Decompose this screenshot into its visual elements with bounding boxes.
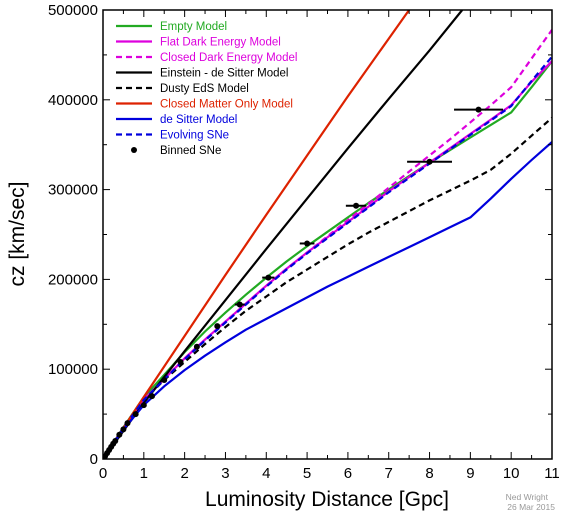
x-tick-label: 10 <box>503 465 520 482</box>
series-line-closed-matter-only-model <box>103 10 410 459</box>
binned-sne-point <box>140 402 147 409</box>
legend-label-de-sitter-model: de Sitter Model <box>160 114 237 126</box>
x-tick-label: 8 <box>425 465 433 482</box>
y-tick-label: 0 <box>90 451 98 468</box>
binned-sne-point <box>116 431 123 438</box>
legend-swatch-binned-sne <box>131 147 137 153</box>
binned-sne-point <box>426 158 433 165</box>
legend-label-flat-dark-energy-model: Flat Dark Energy Model <box>160 37 281 49</box>
x-tick-label: 11 <box>544 465 560 482</box>
binned-sne-point <box>236 301 243 308</box>
binned-sne-point <box>120 426 127 433</box>
binned-sne-point <box>193 343 200 350</box>
axes: 0 1 2 3 4 5 6 7 8 9 10 11 0 100000 200000 300000 400000 5… <box>48 2 560 482</box>
x-tick-label: 4 <box>262 465 270 482</box>
x-tick-label: 3 <box>221 465 229 482</box>
legend-label-evolving-sne: Evolving SNe <box>160 130 229 142</box>
x-tick-label: 6 <box>344 465 352 482</box>
binned-sne-point <box>132 411 139 418</box>
binned-sne-point <box>304 240 311 247</box>
binned-sne-point <box>148 393 155 400</box>
credit-date: 26 Mar 2015 <box>507 502 555 512</box>
legend-label-closed-matter-only-model: Closed Matter Only Model <box>160 99 293 111</box>
x-tick-label: 0 <box>99 465 107 482</box>
series-line-de-sitter-model <box>103 141 552 459</box>
y-tick-label: 200000 <box>48 271 98 288</box>
legend-label-closed-dark-energy-model: Closed Dark Energy Model <box>160 52 297 64</box>
x-tick-label: 7 <box>385 465 393 482</box>
legend: Empty Model Flat Dark Energy Model Closed … <box>116 21 297 157</box>
credit-author: Ned Wright <box>506 492 549 502</box>
binned-sne-point <box>475 106 482 113</box>
binned-sne-point <box>353 202 360 209</box>
x-axis-title: Luminosity Distance [Gpc] <box>205 488 449 511</box>
x-tick-label: 2 <box>180 465 188 482</box>
binned-sne-point <box>124 420 131 427</box>
binned-sne-point <box>265 274 272 281</box>
legend-label-binned-sne: Binned SNe <box>160 145 221 157</box>
x-tick-label: 1 <box>140 465 148 482</box>
y-axis-title: cz [km/sec] <box>6 181 29 286</box>
series-line-dusty-eds-model <box>103 116 552 459</box>
legend-label-dusty-eds-model: Dusty EdS Model <box>160 83 249 95</box>
x-tick-label: 5 <box>303 465 311 482</box>
binned-sne-points <box>103 106 504 459</box>
y-tick-label: 400000 <box>48 92 98 109</box>
y-tick-label: 500000 <box>48 2 98 19</box>
legend-label-einstein-de-sitter-model: Einstein - de Sitter Model <box>160 68 288 80</box>
y-tick-label: 100000 <box>48 361 98 378</box>
y-tick-label: 300000 <box>48 182 98 199</box>
binned-sne-point <box>161 376 168 383</box>
binned-sne-point <box>177 359 184 366</box>
binned-sne-point <box>214 323 221 330</box>
x-tick-label: 9 <box>466 465 474 482</box>
series-line-evolving-sne <box>103 55 552 459</box>
legend-label-empty-model: Empty Model <box>160 21 227 33</box>
binned-sne-point <box>112 438 119 445</box>
